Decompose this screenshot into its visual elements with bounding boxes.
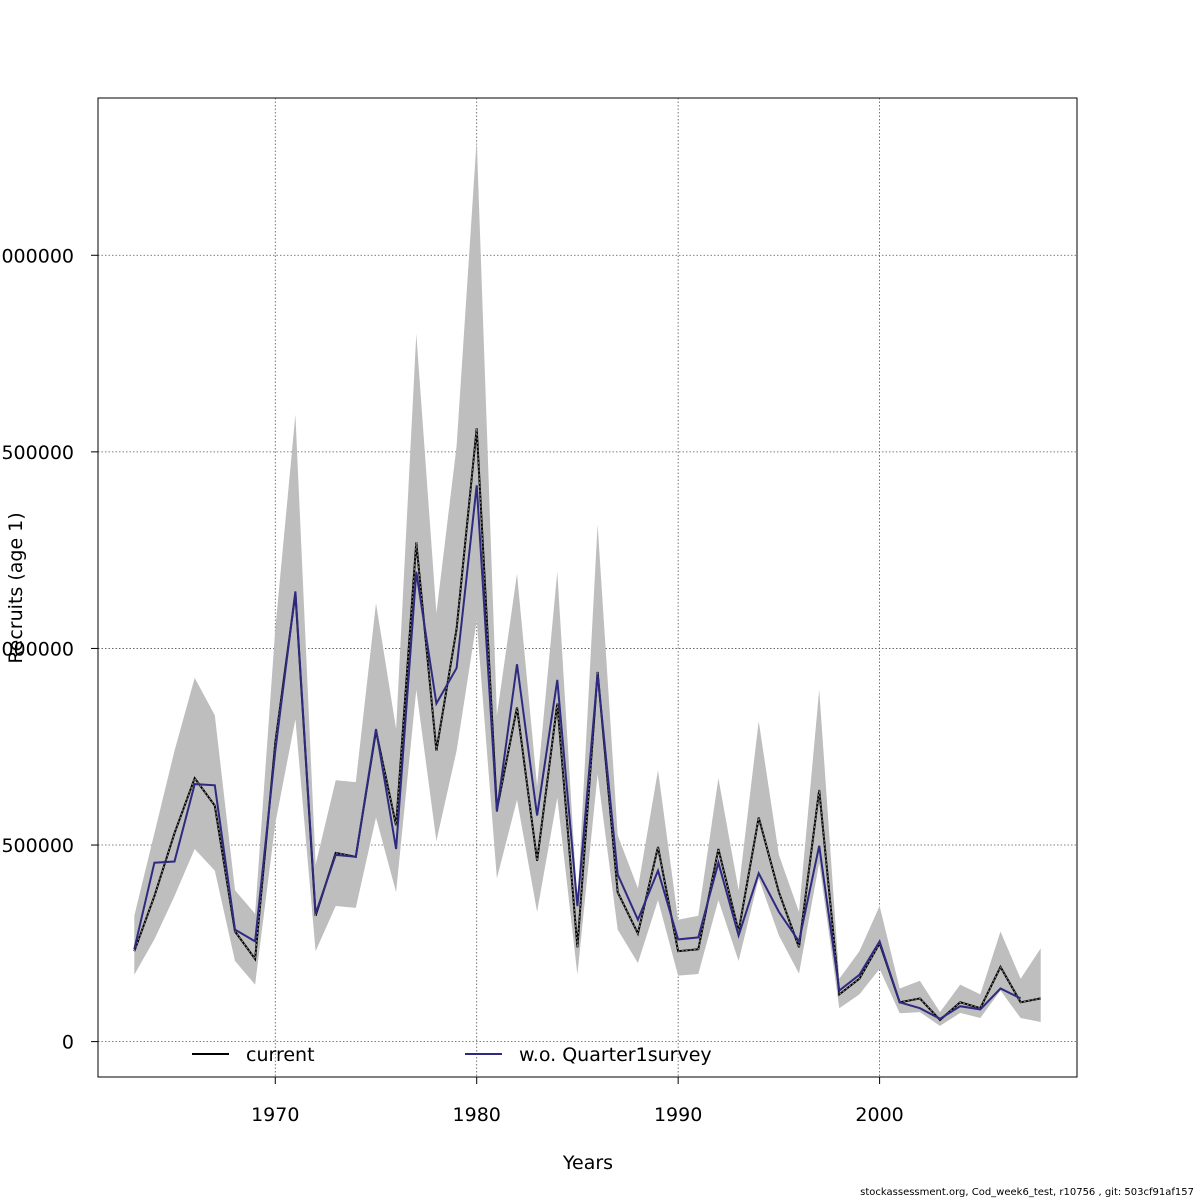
x-tick-label: 1970: [251, 1104, 299, 1126]
y-tick-label: 0: [62, 1032, 74, 1054]
y-tick-label: 1000000: [0, 638, 74, 660]
series-line-wo-quarter1survey: [133, 485, 1022, 1020]
plot-frame: [97, 97, 1078, 1078]
x-axis-title: Years: [562, 1152, 613, 1174]
y-axis-title: Recruits (age 1): [5, 512, 27, 663]
y-tick-label: 2000000: [0, 245, 74, 267]
x-tick-label: 1980: [453, 1104, 501, 1126]
legend: current w.o. Quarter1survey: [192, 1044, 712, 1066]
legend-label: current: [246, 1044, 315, 1066]
x-tick-label: 1990: [654, 1104, 702, 1126]
series-lines-layer: [133, 428, 1041, 1022]
confidence-band-layer: [134, 139, 1041, 1026]
y-tick-label: 500000: [1, 835, 74, 857]
footer-note: stockassessment.org, Cod_week6_test, r10…: [860, 1187, 1194, 1198]
y-tick-label: 1500000: [0, 442, 74, 464]
legend-label: w.o. Quarter1survey: [519, 1044, 712, 1066]
confidence-band: [134, 139, 1041, 1026]
x-tick-label: 2000: [855, 1104, 903, 1126]
y-axis: 0 500000 1000000 1500000 2000000: [0, 245, 98, 1054]
x-axis: 1970 1980 1990 2000: [251, 1077, 904, 1126]
